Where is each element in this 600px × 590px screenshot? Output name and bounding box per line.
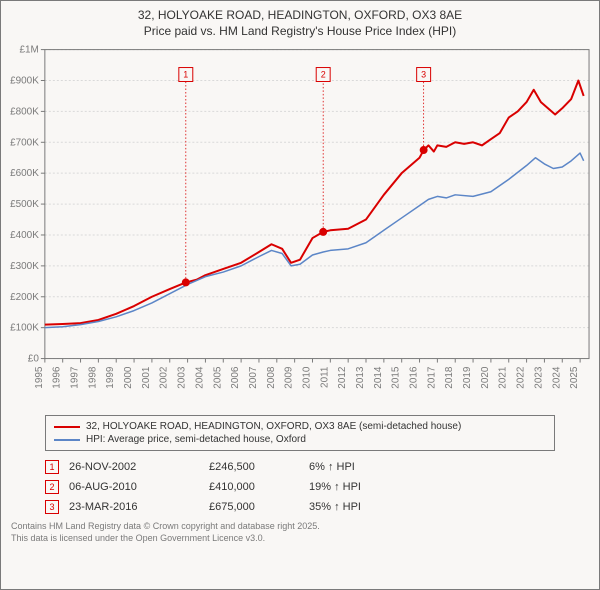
svg-text:£600K: £600K <box>10 169 39 180</box>
svg-text:£800K: £800K <box>10 107 39 118</box>
sales-date: 06-AUG-2010 <box>69 481 199 493</box>
svg-text:2020: 2020 <box>480 366 491 389</box>
svg-text:2001: 2001 <box>141 366 152 389</box>
svg-text:2021: 2021 <box>498 366 509 389</box>
svg-text:£300K: £300K <box>10 261 39 272</box>
line-chart: £0 £100K £200K £300K £400K £500K £600K £700K £80… <box>1 43 599 413</box>
sales-hpi: 19% ↑ HPI <box>309 481 361 493</box>
svg-text:2008: 2008 <box>266 366 277 389</box>
svg-text:2012: 2012 <box>337 366 348 389</box>
sales-price: £675,000 <box>209 501 299 513</box>
svg-text:£0: £0 <box>28 354 40 365</box>
svg-text:1995: 1995 <box>34 366 45 389</box>
sales-table: 1 26-NOV-2002 £246,500 6% ↑ HPI 2 06-AUG-2010… <box>45 457 555 517</box>
svg-text:2010: 2010 <box>301 366 312 389</box>
sales-date: 23-MAR-2016 <box>69 501 199 513</box>
svg-text:2006: 2006 <box>230 366 241 389</box>
svg-text:2023: 2023 <box>533 366 544 389</box>
svg-text:2017: 2017 <box>426 366 437 389</box>
footer-note: Contains HM Land Registry data © Crown c… <box>11 521 589 544</box>
svg-text:2013: 2013 <box>355 366 366 389</box>
svg-text:2019: 2019 <box>462 366 473 389</box>
legend-label: HPI: Average price, semi-detached house,… <box>86 434 306 445</box>
sales-badge: 1 <box>45 460 59 474</box>
svg-text:£200K: £200K <box>10 292 39 303</box>
svg-text:1: 1 <box>183 70 188 80</box>
svg-text:2002: 2002 <box>159 366 170 389</box>
sales-date: 26-NOV-2002 <box>69 461 199 473</box>
svg-text:2025: 2025 <box>569 366 580 389</box>
svg-text:£1M: £1M <box>19 45 38 56</box>
svg-text:2018: 2018 <box>444 366 455 389</box>
svg-text:2000: 2000 <box>123 366 134 389</box>
footer-line1: Contains HM Land Registry data © Crown c… <box>11 521 589 533</box>
legend-label: 32, HOLYOAKE ROAD, HEADINGTON, OXFORD, O… <box>86 421 461 432</box>
sales-row: 3 23-MAR-2016 £675,000 35% ↑ HPI <box>45 497 555 517</box>
svg-text:1999: 1999 <box>105 366 116 389</box>
svg-text:£400K: £400K <box>10 230 39 241</box>
svg-text:2003: 2003 <box>177 366 188 389</box>
sales-hpi: 6% ↑ HPI <box>309 461 355 473</box>
sales-price: £410,000 <box>209 481 299 493</box>
footer-line2: This data is licensed under the Open Gov… <box>11 533 589 545</box>
svg-text:2015: 2015 <box>391 366 402 389</box>
sales-badge: 3 <box>45 500 59 514</box>
svg-text:3: 3 <box>421 70 426 80</box>
svg-text:2014: 2014 <box>373 366 384 389</box>
legend-swatch <box>54 426 80 428</box>
legend-swatch <box>54 439 80 441</box>
sales-price: £246,500 <box>209 461 299 473</box>
svg-text:2005: 2005 <box>212 366 223 389</box>
title-line2: Price paid vs. HM Land Registry's House … <box>11 23 589 39</box>
svg-text:1996: 1996 <box>52 366 63 389</box>
svg-text:2016: 2016 <box>409 366 420 389</box>
svg-text:1998: 1998 <box>87 366 98 389</box>
svg-text:2009: 2009 <box>284 366 295 389</box>
sales-hpi: 35% ↑ HPI <box>309 501 361 513</box>
svg-text:2004: 2004 <box>194 366 205 389</box>
sales-row: 1 26-NOV-2002 £246,500 6% ↑ HPI <box>45 457 555 477</box>
sales-badge: 2 <box>45 480 59 494</box>
svg-text:£500K: £500K <box>10 199 39 210</box>
sales-row: 2 06-AUG-2010 £410,000 19% ↑ HPI <box>45 477 555 497</box>
chart-title: 32, HOLYOAKE ROAD, HEADINGTON, OXFORD, O… <box>1 1 599 43</box>
svg-text:2024: 2024 <box>551 366 562 389</box>
chart-area: £0 £100K £200K £300K £400K £500K £600K £700K £80… <box>1 43 599 413</box>
legend-row: HPI: Average price, semi-detached house,… <box>54 433 546 446</box>
legend: 32, HOLYOAKE ROAD, HEADINGTON, OXFORD, O… <box>45 415 555 451</box>
svg-text:2011: 2011 <box>319 366 330 388</box>
svg-text:£700K: £700K <box>10 138 39 149</box>
svg-text:2: 2 <box>321 70 326 80</box>
svg-text:£100K: £100K <box>10 323 39 334</box>
svg-text:2007: 2007 <box>248 366 259 389</box>
title-line1: 32, HOLYOAKE ROAD, HEADINGTON, OXFORD, O… <box>11 7 589 23</box>
svg-text:2022: 2022 <box>516 366 527 389</box>
svg-text:1997: 1997 <box>70 366 81 389</box>
svg-text:£900K: £900K <box>10 76 39 87</box>
legend-row: 32, HOLYOAKE ROAD, HEADINGTON, OXFORD, O… <box>54 420 546 433</box>
